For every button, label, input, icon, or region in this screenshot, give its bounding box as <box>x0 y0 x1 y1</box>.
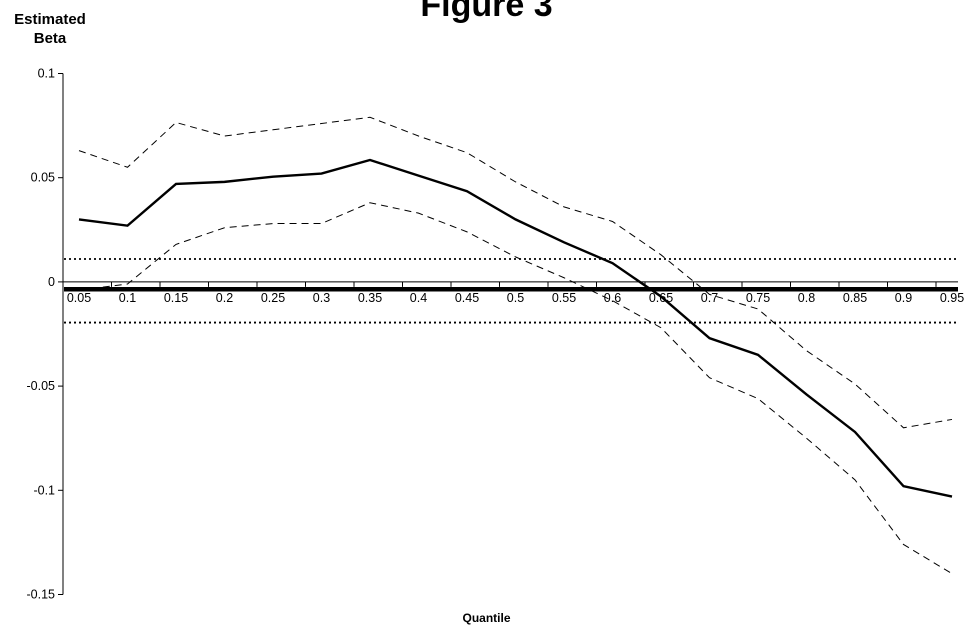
x-tick-label: 0.5 <box>507 291 524 305</box>
chart-title: Figure 3 <box>420 0 553 24</box>
series-line-3-dashed <box>78 202 953 575</box>
y-tick-label: -0.1 <box>33 483 55 497</box>
x-tick-label: 0.85 <box>843 291 867 305</box>
x-tick-label: 0.2 <box>216 291 233 305</box>
x-tick-label: 0.4 <box>410 291 427 305</box>
x-tick-label: 0.75 <box>746 291 770 305</box>
x-tick-label: 0.05 <box>67 291 91 305</box>
x-axis-label: Quantile <box>462 611 511 625</box>
x-tick-label: 0.55 <box>552 291 576 305</box>
x-tick-label: 0.9 <box>895 291 912 305</box>
y-tick-label: 0.05 <box>31 171 55 185</box>
x-tick-label: 0.6 <box>604 291 621 305</box>
x-tick-label: 0.15 <box>164 291 188 305</box>
series-line-2-dashed <box>78 116 953 429</box>
x-tick-label: 0.35 <box>358 291 382 305</box>
x-tick-label: 0.95 <box>940 291 964 305</box>
x-tick-label: 0.25 <box>261 291 285 305</box>
x-tick-label: 0.7 <box>701 291 718 305</box>
y-axis-label: Estimated Beta <box>14 11 86 47</box>
y-tick-label: -0.05 <box>27 379 56 393</box>
y-tick-label: 0 <box>48 275 55 289</box>
x-tick-label: 0.45 <box>455 291 479 305</box>
y-tick-label: 0.1 <box>38 67 55 81</box>
series-line-1-solid <box>78 158 953 498</box>
x-tick-label: 0.8 <box>798 291 815 305</box>
x-tick-label: 0.1 <box>119 291 136 305</box>
y-tick-label: -0.15 <box>27 588 56 602</box>
x-tick-label: 0.3 <box>313 291 330 305</box>
